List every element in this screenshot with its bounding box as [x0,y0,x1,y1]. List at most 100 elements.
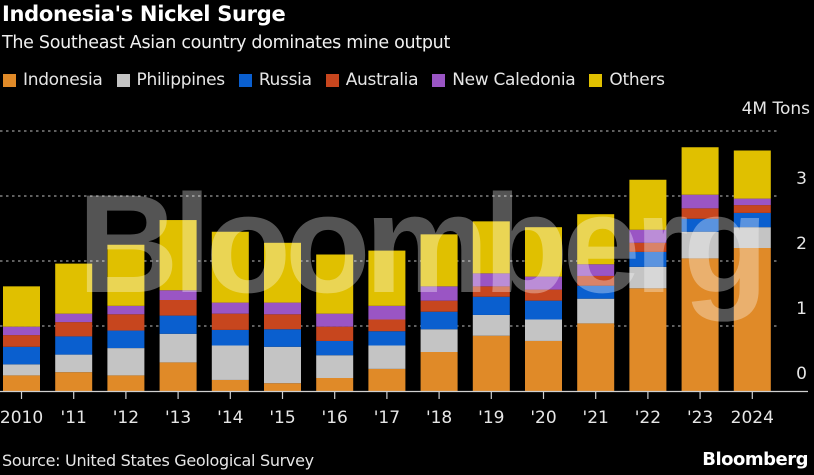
bar-segment-others [629,179,667,230]
y-tick-label: 2 [796,234,807,254]
bar-segment-russia [211,329,249,346]
legend-item-philippines: Philippines [116,70,226,90]
x-tick-label: '17 [374,408,400,428]
bar-segment-australia [420,300,458,312]
bar-segment-philippines [159,333,197,363]
watermark: Bloomberg [78,165,763,322]
bar-stack [420,234,458,391]
bar-segment-others [525,227,562,277]
x-tick-label: '13 [165,408,191,428]
bar-segment-new-caledonia [681,194,719,209]
bar-segment-new-caledonia [472,273,510,287]
x-tick-label: '22 [635,408,661,428]
bar-stack [55,263,93,391]
legend-item-others: Others [589,70,665,90]
bar-segment-philippines [264,346,301,384]
bar-stack [681,147,719,391]
bar-segment-indonesia [264,383,301,391]
bar-segment-indonesia [681,258,719,391]
x-tick-label: '16 [322,408,348,428]
bar-segment-australia [681,208,719,219]
bar-segment-indonesia [316,378,354,391]
bar-stack [577,214,615,391]
x-tick-label: '18 [426,408,452,428]
bar-stack [264,242,301,391]
bar-segment-indonesia [159,362,197,391]
bar-segment-indonesia [629,288,667,391]
bar-segment-indonesia [211,379,249,391]
bar-stack [316,254,354,391]
x-tick-label: 2010 [0,408,43,428]
bar-segment-australia [211,313,249,330]
bar-segment-philippines [733,227,771,248]
bar-segment-new-caledonia [159,290,197,300]
legend-item-new-caledonia: New Caledonia [432,70,576,90]
bar-segment-new-caledonia [107,305,145,315]
bar-stack [733,150,771,391]
bar-segment-indonesia [368,368,406,391]
bar-segment-new-caledonia [525,276,562,290]
bar-segment-new-caledonia [368,305,406,320]
bar-segment-russia [681,218,719,232]
y-tick-label: 3 [796,169,807,189]
legend-swatch [325,73,339,87]
bar-stack [107,244,145,391]
bar-segment-russia [420,311,458,330]
bar-segment-russia [264,329,301,347]
x-tick-label: '19 [478,408,504,428]
bar-segment-australia [107,314,145,331]
bar-segment-russia [159,315,197,334]
legend-label: Philippines [136,70,226,90]
bar-segment-others [368,250,406,306]
x-tick-label: '12 [113,408,139,428]
bar-segment-others [264,242,301,303]
bar-segment-russia [733,212,771,228]
bar-stack [3,286,40,391]
bar-segment-australia [368,319,406,332]
bar-segment-russia [472,296,510,315]
bar-stack [211,231,249,391]
y-tick-label: 0 [796,364,807,384]
bar-segment-australia [629,242,667,252]
x-tick-label: '14 [217,408,243,428]
legend-item-indonesia: Indonesia [3,70,103,90]
bar-segment-others [107,244,145,306]
x-tick-label: '15 [269,408,295,428]
y-axis-ticks: 0 1 2 3 [796,169,807,384]
bar-segment-new-caledonia [3,326,40,336]
bar-segment-indonesia [420,352,458,391]
bar-segment-australia [3,335,40,347]
legend-label: Indonesia [23,70,103,90]
bar-segment-indonesia [525,340,562,391]
legend-label: New Caledonia [452,70,576,90]
bar-segment-australia [159,300,197,316]
bar-segment-philippines [420,329,458,352]
bar-segment-others [733,150,771,199]
legend-swatch [238,73,252,87]
bar-segment-others [159,220,197,291]
bar-segment-indonesia [577,323,615,391]
bar-segment-philippines [629,266,667,289]
legend-label: Russia [258,70,312,90]
bar-segment-others [316,254,354,314]
bar-segment-russia [577,285,615,299]
bar-segment-philippines [107,348,145,376]
bar-segment-others [681,147,719,195]
bar-segment-russia [55,336,93,355]
bar-segment-new-caledonia [420,286,458,301]
chart-title: Indonesia's Nickel Surge [2,2,286,26]
legend: Indonesia Philippines Russia Australia N… [3,70,679,90]
bars [3,147,771,391]
bar-segment-australia [316,326,354,341]
bar-segment-russia [525,300,562,320]
legend-swatch [589,73,603,87]
bar-segment-new-caledonia [264,302,301,315]
bar-segment-russia [368,331,406,346]
bar-segment-philippines [681,231,719,259]
bar-segment-russia [316,340,354,356]
bar-segment-australia [525,289,562,301]
bar-segment-new-caledonia [211,302,249,314]
bar-segment-indonesia [472,335,510,391]
bar-segment-indonesia [55,372,93,391]
